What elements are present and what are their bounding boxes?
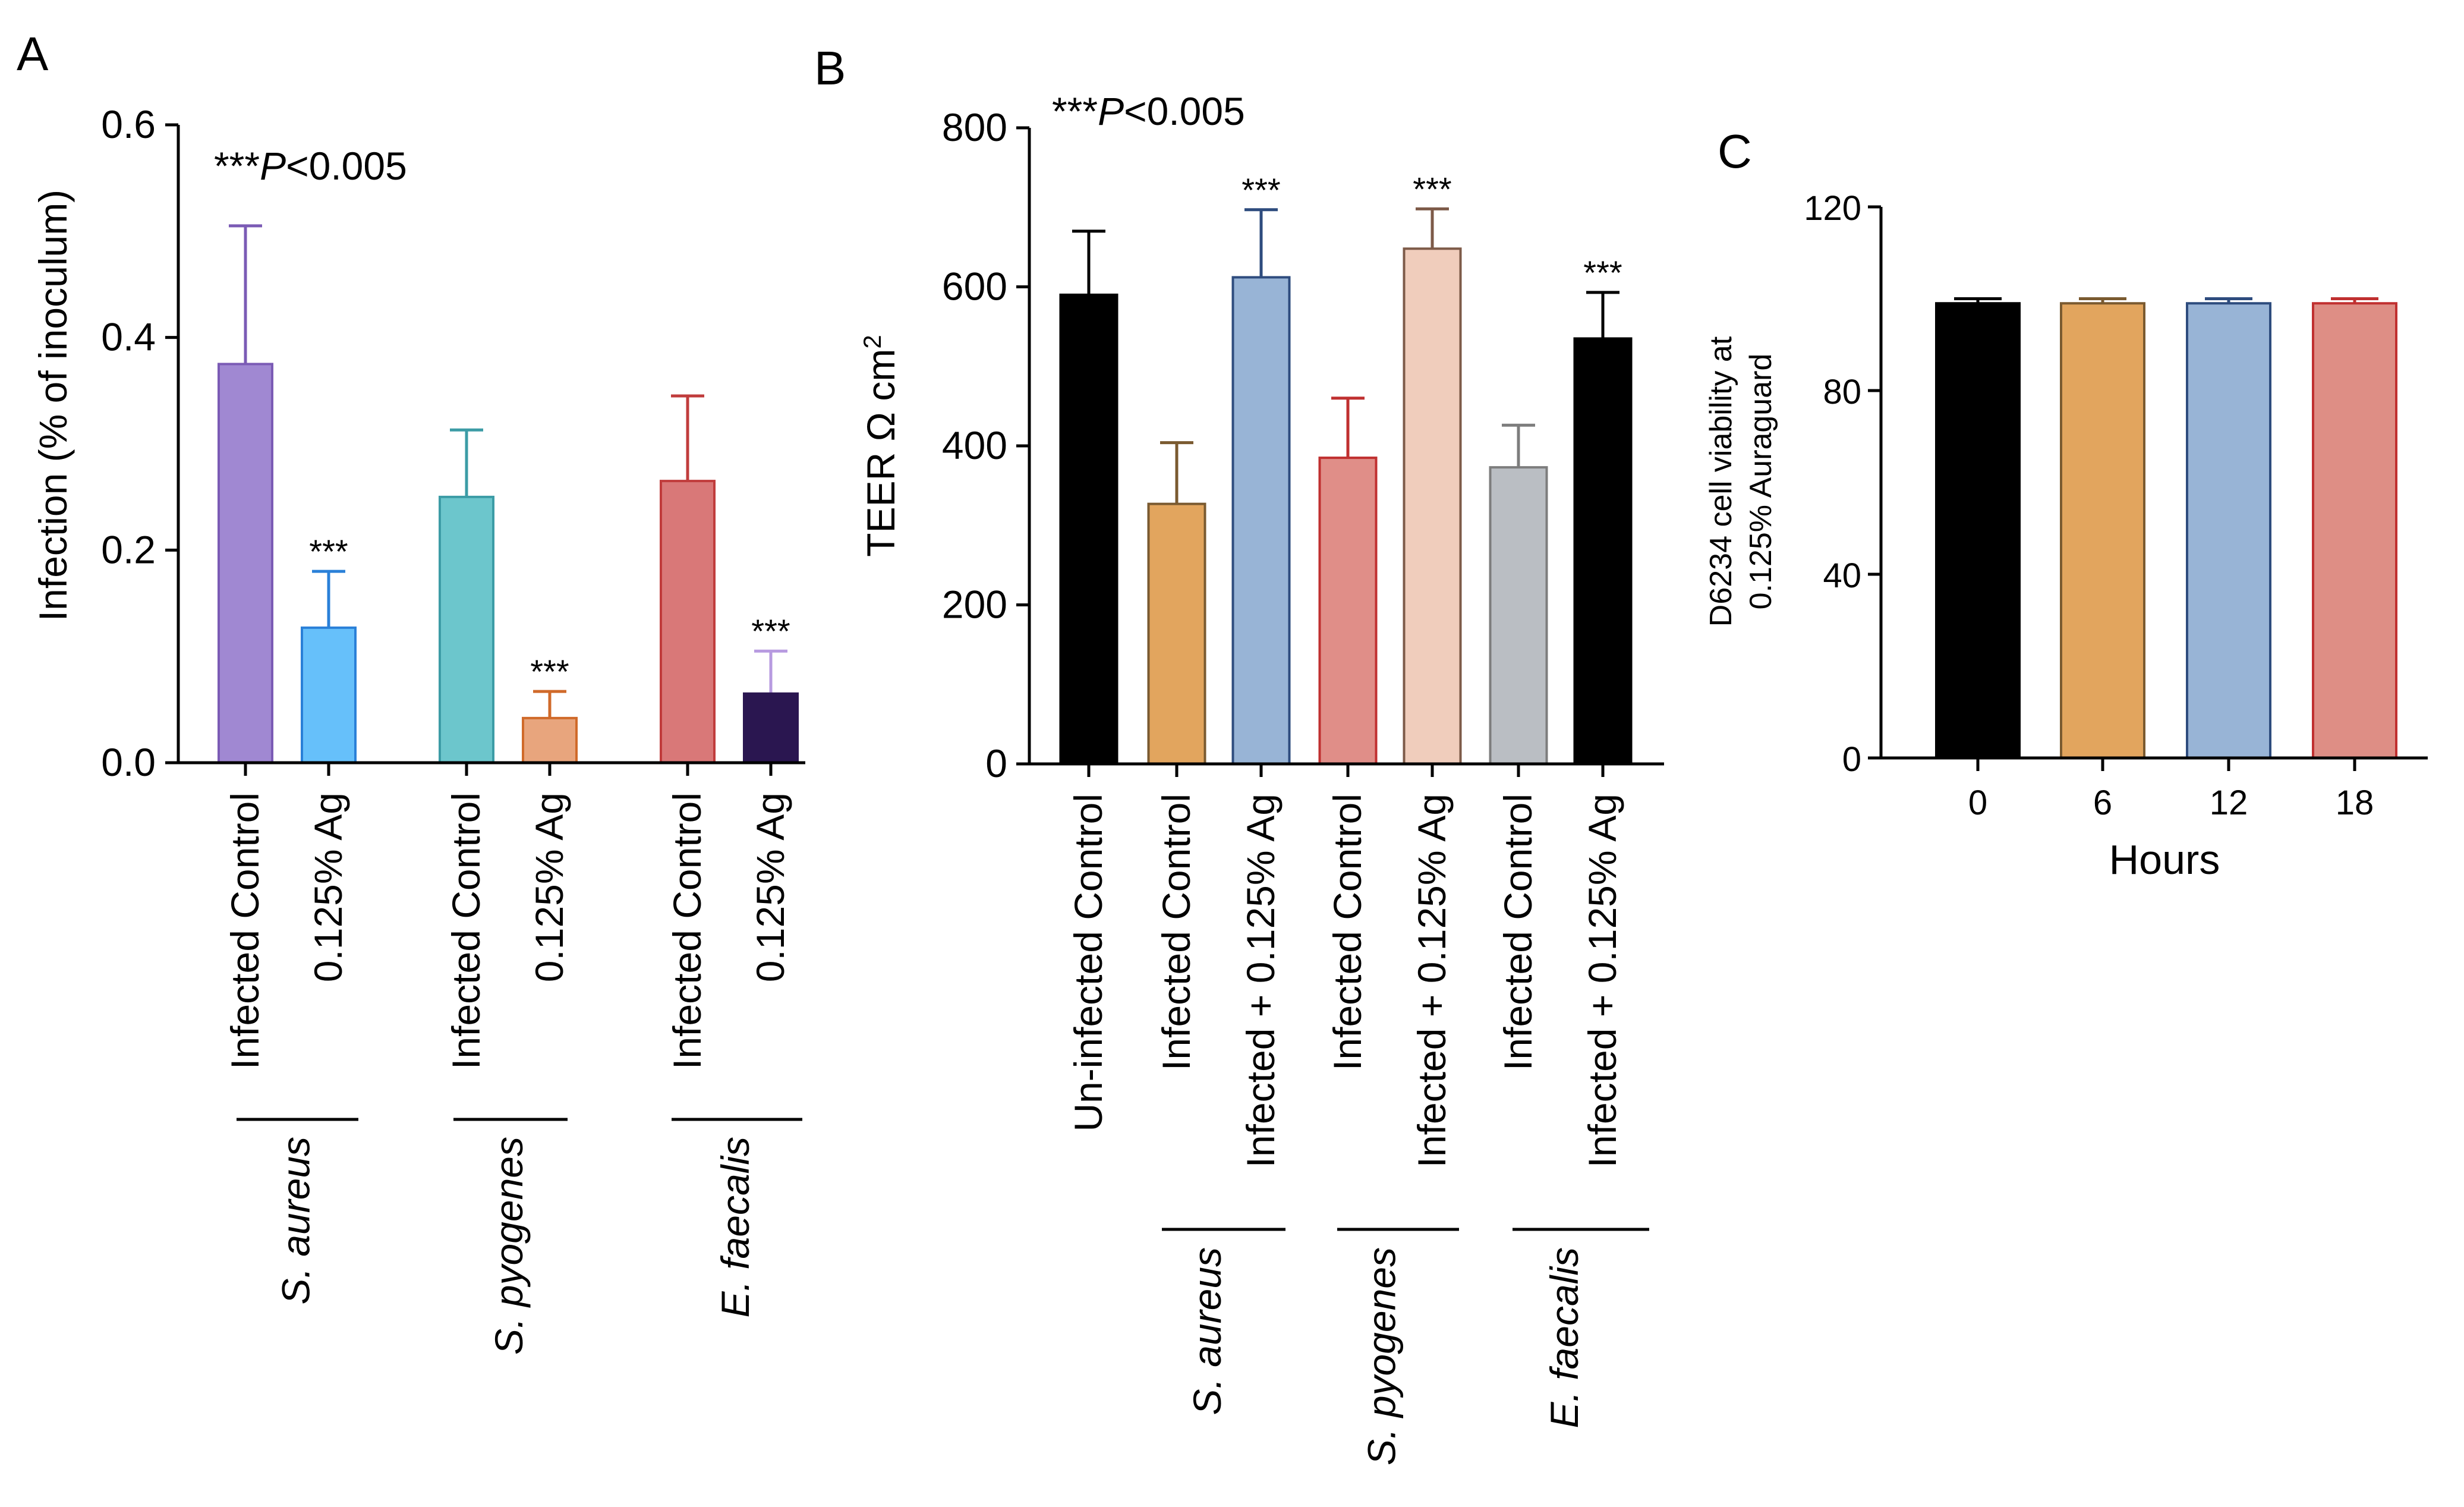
y-tick-label: 0.6 — [101, 102, 156, 146]
category-label: 0.125% Ag — [527, 792, 571, 982]
panel-c-y-ticks: 0 40 80 120 — [1804, 189, 1881, 779]
group-label: S. aureus — [274, 1137, 318, 1305]
x-tick-label: 0 — [1968, 784, 1987, 822]
category-label: Infected Control — [223, 792, 267, 1069]
category-label: Infected Control — [444, 792, 488, 1069]
bar — [1059, 293, 1118, 765]
panel-a-group-labels: S. aureus S. pyogenes E. faecalis — [237, 1118, 802, 1355]
panel-b-y-axis-label: TEER Ω cm2 — [858, 335, 903, 556]
category-label: Un-infected Control — [1066, 794, 1110, 1132]
bar — [2060, 302, 2145, 760]
category-label: Infected Control — [1325, 794, 1369, 1071]
y-tick-label: 0.4 — [101, 315, 156, 359]
group-label: S. aureus — [1185, 1247, 1229, 1415]
significance-marker: *** — [309, 533, 348, 570]
x-tick-label: 12 — [2210, 784, 2248, 822]
category-label: Infected + 0.125% Ag — [1580, 794, 1624, 1168]
bar — [1489, 466, 1548, 765]
category-label: Infected + 0.125% Ag — [1410, 794, 1454, 1168]
bar — [301, 626, 357, 764]
panel-c-x-axis-label: Hours — [2109, 836, 2220, 883]
significance-marker: *** — [1242, 171, 1280, 209]
panel-c-y-axis-label-line-2: 0.125% Auraguard — [1744, 354, 1778, 610]
panel-b-group-labels: S. aureus S. pyogenes E. faecalis — [1162, 1228, 1649, 1465]
significance-marker: *** — [751, 612, 790, 650]
panel-a-y-axis-label: Infection (% of inoculum) — [31, 190, 75, 621]
category-label: Infected + 0.125% Ag — [1239, 794, 1283, 1168]
y-tick-label: 120 — [1804, 189, 1861, 228]
category-label: 0.125% Ag — [306, 792, 350, 982]
group-label: E. faecalis — [1542, 1247, 1586, 1428]
y-tick-label: 200 — [942, 583, 1007, 627]
panel-c: C D6234 cell viability at 0.125% Auragua… — [1704, 125, 2428, 883]
bar — [218, 363, 273, 764]
panel-b-bars: *** *** *** — [1059, 170, 1633, 765]
category-label: Infected Control — [665, 792, 709, 1069]
y-tick-label: 0.2 — [101, 527, 156, 571]
panel-c-y-axis-label-line-1: D6234 cell viability at — [1704, 336, 1738, 627]
bar — [660, 480, 716, 764]
bar — [743, 692, 799, 764]
bar — [522, 716, 578, 764]
x-tick-label: 18 — [2336, 784, 2374, 822]
panel-c-bars — [1935, 297, 2397, 760]
panel-b-y-ticks: 0 200 400 600 800 — [942, 105, 1029, 785]
panel-a-category-labels: Infected Control 0.125% Ag Infected Contro… — [223, 763, 792, 1069]
group-label: S. pyogenes — [1360, 1247, 1404, 1465]
bar — [1318, 457, 1378, 765]
panel-b: B ***P<0.005 TEER Ω cm2 0 200 400 600 800 **… — [814, 42, 1664, 1465]
panel-a: A ***P<0.005 Infection (% of inoculum) 0… — [17, 27, 805, 1355]
panel-c-letter: C — [1718, 125, 1752, 178]
y-tick-label: 80 — [1823, 373, 1861, 411]
panel-a-y-ticks: 0.0 0.2 0.4 0.6 — [101, 102, 178, 784]
significance-marker: *** — [1413, 170, 1451, 207]
significance-marker: *** — [1583, 254, 1622, 291]
y-tick-label: 40 — [1823, 556, 1861, 595]
panel-b-pvalue: ***P<0.005 — [1052, 89, 1245, 133]
bar — [2312, 302, 2397, 760]
bar — [1403, 247, 1462, 765]
panel-b-category-labels: Un-infected Control Infected Control Infec… — [1066, 764, 1624, 1168]
y-tick-label: 0 — [1842, 740, 1861, 779]
panel-a-letter: A — [17, 27, 49, 80]
panel-c-axes — [1879, 207, 2428, 760]
panel-b-letter: B — [814, 42, 846, 95]
panel-a-pvalue: ***P<0.005 — [214, 144, 407, 188]
category-label: Infected Control — [1154, 794, 1198, 1071]
bar — [1935, 302, 2021, 760]
category-label: Infected Control — [1496, 794, 1540, 1071]
group-label: E. faecalis — [713, 1137, 757, 1317]
bar — [1147, 502, 1206, 765]
group-label: S. pyogenes — [487, 1137, 531, 1355]
y-tick-label: 800 — [942, 105, 1007, 149]
y-tick-label: 0.0 — [101, 740, 156, 784]
bar — [2186, 302, 2271, 760]
panel-a-axes — [177, 125, 805, 764]
panel-c-x-tick-labels: 0 6 12 18 — [1968, 758, 2374, 822]
bar — [1231, 276, 1291, 765]
category-label: 0.125% Ag — [748, 792, 792, 982]
bar — [439, 495, 494, 764]
y-tick-label: 0 — [985, 741, 1007, 785]
panel-a-bars: *** *** *** — [218, 224, 799, 764]
panel-b-axes — [1028, 128, 1664, 766]
x-tick-label: 6 — [2093, 784, 2112, 822]
y-tick-label: 400 — [942, 423, 1007, 467]
significance-marker: *** — [530, 653, 569, 690]
bar — [1573, 337, 1633, 765]
y-tick-label: 600 — [942, 265, 1007, 309]
